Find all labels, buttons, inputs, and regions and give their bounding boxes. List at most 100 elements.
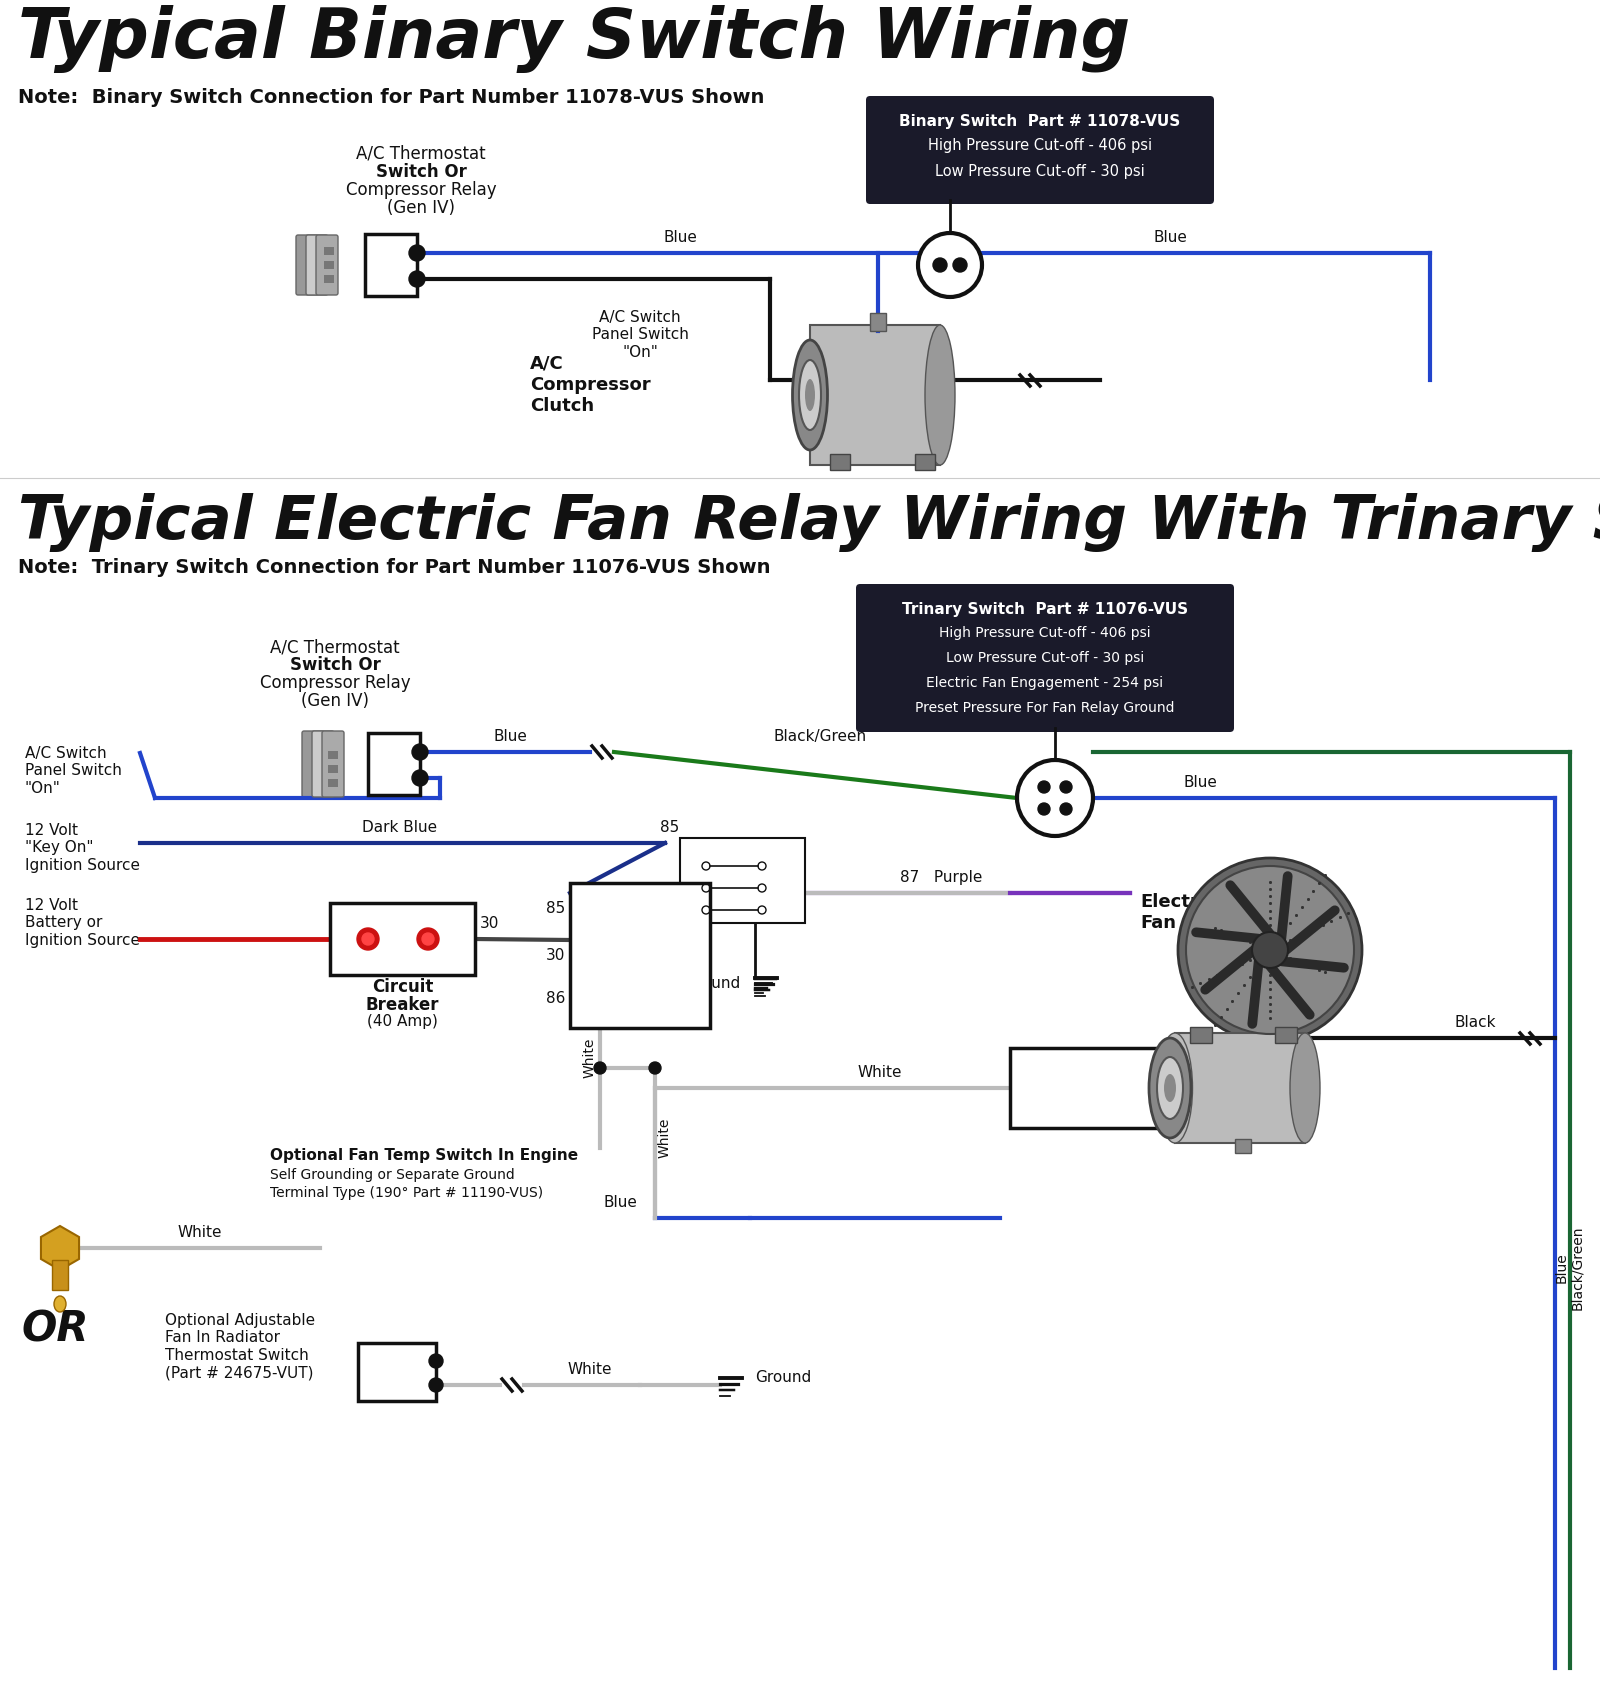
Circle shape <box>1178 859 1362 1043</box>
Text: White: White <box>568 1361 613 1377</box>
Text: 30: 30 <box>546 947 565 963</box>
Circle shape <box>429 1379 443 1392</box>
Text: Black/Green: Black/Green <box>773 729 867 745</box>
Bar <box>830 453 850 470</box>
Ellipse shape <box>1157 1056 1182 1120</box>
Text: White: White <box>858 1065 902 1080</box>
Text: Ground: Ground <box>683 975 739 990</box>
Text: Compressor Relay: Compressor Relay <box>346 181 496 199</box>
Circle shape <box>410 271 426 286</box>
Text: Low Pressure Cut-off - 30 psi: Low Pressure Cut-off - 30 psi <box>934 164 1146 179</box>
Text: Compressor Relay: Compressor Relay <box>259 675 410 692</box>
Text: Self Grounding or Separate Ground: Self Grounding or Separate Ground <box>270 1167 515 1183</box>
Text: BAT: BAT <box>357 961 379 975</box>
Text: Relay: Relay <box>613 954 667 971</box>
FancyBboxPatch shape <box>856 584 1234 733</box>
Text: (Gen IV): (Gen IV) <box>301 692 370 711</box>
Bar <box>328 779 338 787</box>
Ellipse shape <box>54 1297 66 1312</box>
Text: Dark Blue: Dark Blue <box>363 820 437 835</box>
Text: Clutch: Clutch <box>1062 1106 1122 1125</box>
Text: 86: 86 <box>768 905 782 915</box>
FancyBboxPatch shape <box>302 731 323 797</box>
Text: A/C: A/C <box>1077 1067 1109 1084</box>
Text: 30: 30 <box>480 917 499 930</box>
Circle shape <box>1251 932 1288 968</box>
Ellipse shape <box>925 325 955 465</box>
Text: Note:  Trinary Switch Connection for Part Number 11076-VUS Shown: Note: Trinary Switch Connection for Part… <box>18 557 771 578</box>
Bar <box>323 247 334 256</box>
Ellipse shape <box>792 341 827 450</box>
Text: Black: Black <box>850 354 891 370</box>
Text: Ground: Ground <box>755 1370 811 1385</box>
Bar <box>368 733 419 796</box>
Bar <box>1190 1028 1213 1043</box>
Ellipse shape <box>1149 1038 1190 1138</box>
Circle shape <box>1038 780 1050 792</box>
FancyBboxPatch shape <box>306 235 328 295</box>
Text: 12 Volt
"Key On"
Ignition Source: 12 Volt "Key On" Ignition Source <box>26 823 141 872</box>
Text: Low Pressure Cut-off - 30 psi: Low Pressure Cut-off - 30 psi <box>946 651 1144 665</box>
Circle shape <box>650 1062 661 1074</box>
Text: 86: 86 <box>546 992 565 1005</box>
Bar <box>51 1259 67 1290</box>
Text: A/C Switch
Panel Switch
"On": A/C Switch Panel Switch "On" <box>592 310 688 360</box>
Text: Note:  Binary Switch Connection for Part Number 11078-VUS Shown: Note: Binary Switch Connection for Part … <box>18 89 765 107</box>
FancyBboxPatch shape <box>317 235 338 295</box>
Bar <box>358 1343 435 1401</box>
Text: A/C Thermostat: A/C Thermostat <box>270 637 400 656</box>
Circle shape <box>1059 780 1072 792</box>
Bar <box>570 883 710 1028</box>
Text: Optional Adjustable
Fan In Radiator
Thermostat Switch
(Part # 24675-VUT): Optional Adjustable Fan In Radiator Ther… <box>165 1314 315 1380</box>
Bar <box>1235 1138 1251 1154</box>
Text: 30: 30 <box>685 861 698 871</box>
Text: OR: OR <box>21 1309 88 1350</box>
Circle shape <box>933 257 947 273</box>
Text: Preset Pressure For Fan Relay Ground: Preset Pressure For Fan Relay Ground <box>915 700 1174 716</box>
Text: Trinary Switch  Part # 11076-VUS: Trinary Switch Part # 11076-VUS <box>902 602 1189 617</box>
Text: AUX: AUX <box>413 961 443 975</box>
Ellipse shape <box>1165 1074 1176 1102</box>
Text: Electric Fan Engagement - 254 psi: Electric Fan Engagement - 254 psi <box>926 676 1163 690</box>
FancyBboxPatch shape <box>866 95 1214 204</box>
Text: 87   Purple: 87 Purple <box>899 871 982 884</box>
Bar <box>1275 1028 1298 1043</box>
Bar <box>365 233 418 296</box>
Text: (Gen IV): (Gen IV) <box>387 199 454 216</box>
Text: Typical Electric Fan Relay Wiring With Trinary Switch: Typical Electric Fan Relay Wiring With T… <box>18 492 1600 552</box>
Bar <box>1174 1033 1306 1143</box>
Circle shape <box>362 934 374 946</box>
Text: 85: 85 <box>661 820 680 835</box>
Text: A/C Thermostat: A/C Thermostat <box>357 145 486 164</box>
Text: Compressor: Compressor <box>1037 1085 1149 1104</box>
Text: 85: 85 <box>546 901 565 917</box>
Circle shape <box>418 929 438 951</box>
Text: Optional Fan Temp Switch In Engine: Optional Fan Temp Switch In Engine <box>270 1148 578 1164</box>
Bar <box>810 325 941 465</box>
Ellipse shape <box>1290 1033 1320 1143</box>
Ellipse shape <box>798 360 821 429</box>
Circle shape <box>410 245 426 261</box>
Text: Blue: Blue <box>493 729 526 745</box>
Text: A/C
Compressor
Clutch: A/C Compressor Clutch <box>530 354 651 414</box>
Ellipse shape <box>1157 1033 1192 1143</box>
Text: A/C Switch
Panel Switch
"On": A/C Switch Panel Switch "On" <box>26 746 122 796</box>
Bar <box>680 838 805 924</box>
Circle shape <box>422 934 434 946</box>
Text: High Pressure Cut-off - 406 psi: High Pressure Cut-off - 406 psi <box>928 138 1152 153</box>
Bar <box>870 314 886 331</box>
Text: Blue: Blue <box>603 1195 637 1210</box>
Text: 87a: 87a <box>768 861 789 871</box>
Text: Blue: Blue <box>1154 230 1187 245</box>
FancyBboxPatch shape <box>322 731 344 797</box>
Text: Blue: Blue <box>662 230 698 245</box>
Bar <box>1010 1048 1174 1128</box>
Text: Electric
Fan: Electric Fan <box>1139 893 1216 932</box>
Text: White: White <box>582 1038 597 1079</box>
Text: High Pressure Cut-off - 406 psi: High Pressure Cut-off - 406 psi <box>939 625 1150 641</box>
Text: Relay Logic: Relay Logic <box>698 845 787 861</box>
Text: White: White <box>658 1118 672 1159</box>
Text: Binary Switch  Part # 11078-VUS: Binary Switch Part # 11078-VUS <box>899 114 1181 130</box>
Text: 87: 87 <box>768 883 782 893</box>
Circle shape <box>357 929 379 951</box>
